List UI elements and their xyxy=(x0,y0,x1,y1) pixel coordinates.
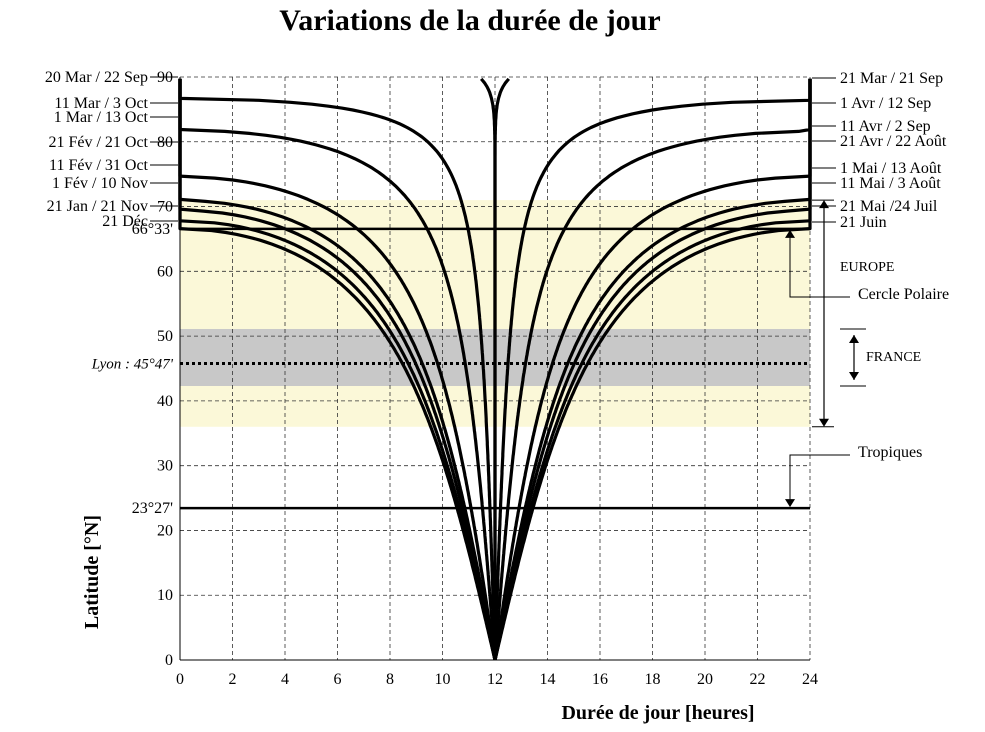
y-tick-label: 50 xyxy=(157,328,173,345)
x-tick-label: 16 xyxy=(592,671,608,688)
right-series-label: 1 Mai / 13 Août xyxy=(840,160,942,177)
reference-label: 23°27' xyxy=(132,500,173,517)
x-tick-label: 4 xyxy=(281,671,289,688)
left-series-label: 1 Mar / 13 Oct xyxy=(54,109,149,126)
y-tick-label: 40 xyxy=(157,393,173,410)
x-tick-label: 8 xyxy=(386,671,394,688)
left-series-label: 11 Fév / 31 Oct xyxy=(49,157,149,174)
x-tick-label: 12 xyxy=(487,671,503,688)
reference-label: Lyon : 45°47' xyxy=(91,356,174,372)
right-series-label: 11 Avr / 2 Sep xyxy=(840,118,931,135)
tropic-pointer xyxy=(789,454,850,503)
y-tick-label: 30 xyxy=(157,458,173,475)
right-series-label: 21 Mar / 21 Sep xyxy=(840,70,943,87)
right-series-label: 21 Mai /24 Juil xyxy=(840,198,938,215)
tropics-label: Tropiques xyxy=(858,444,922,461)
y-tick-label: 0 xyxy=(165,652,173,669)
x-tick-label: 24 xyxy=(802,671,818,688)
right-series-label: 21 Avr / 22 Août xyxy=(840,133,947,150)
curve-1-mar-13-oct xyxy=(178,78,497,661)
x-tick-label: 2 xyxy=(229,671,237,688)
x-tick-label: 20 xyxy=(697,671,713,688)
curve-21-d-c xyxy=(178,78,497,661)
y-tick-label: 60 xyxy=(157,263,173,280)
y-tick-label: 70 xyxy=(157,199,173,216)
reference-label: 66°33' xyxy=(132,221,173,238)
left-series-label: 21 Déc xyxy=(102,213,148,230)
left-series-label: 21 Jan / 21 Nov xyxy=(47,198,148,215)
arrow-head xyxy=(785,499,795,508)
right-series-label: 1 Avr / 12 Sep xyxy=(840,95,931,112)
arrow-head xyxy=(849,334,859,343)
y-tick-label: 20 xyxy=(157,522,173,539)
arrow-head xyxy=(785,229,795,238)
europe-label: EUROPE xyxy=(840,260,894,275)
arrow-head xyxy=(849,371,859,380)
polar-pointer xyxy=(789,236,850,298)
left-series-label: 21 Fév / 21 Oct xyxy=(48,134,148,151)
y-axis-title: Latitude [°N] xyxy=(81,515,103,629)
chart-title: Variations de la durée de jour xyxy=(279,4,661,37)
curve-1-avr-12-sep xyxy=(493,78,812,661)
arrow-head xyxy=(819,418,829,427)
arrow-head xyxy=(819,200,829,209)
curve-21-mar-21-sep xyxy=(493,77,511,660)
x-tick-label: 14 xyxy=(540,671,556,688)
curve-21-juin xyxy=(493,78,812,661)
left-series-label: 11 Mar / 3 Oct xyxy=(54,95,148,112)
y-tick-label: 10 xyxy=(157,587,173,604)
curve-11-mar-3-oct xyxy=(178,78,497,661)
x-tick-label: 18 xyxy=(645,671,661,688)
x-tick-label: 10 xyxy=(435,671,451,688)
x-tick-label: 6 xyxy=(334,671,342,688)
x-tick-label: 22 xyxy=(750,671,766,688)
x-tick-label: 0 xyxy=(176,671,184,688)
right-series-label: 11 Mai / 3 Août xyxy=(840,175,941,192)
france-label: FRANCE xyxy=(866,350,921,365)
curve-11-avr-2-sep xyxy=(493,78,812,661)
polar-circle-label: Cercle Polaire xyxy=(858,286,949,303)
x-axis-title: Durée de jour [heures] xyxy=(561,702,754,724)
left-series-label: 20 Mar / 22 Sep xyxy=(45,69,148,86)
left-series-label: 1 Fév / 10 Nov xyxy=(52,175,148,192)
right-series-label: 21 Juin xyxy=(840,214,887,231)
